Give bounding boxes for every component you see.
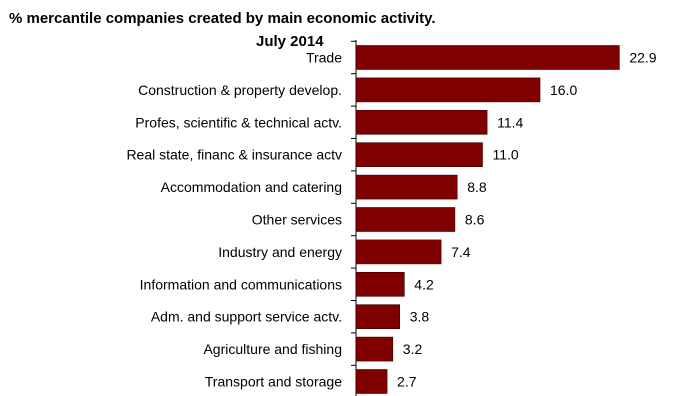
bar [355,336,394,362]
category-label: Agriculture and fishing [203,341,342,357]
bar [355,369,388,394]
value-label: 8.6 [465,212,485,228]
value-label: 3.2 [403,341,423,357]
bar [355,271,405,297]
value-label: 8.8 [467,179,487,195]
value-label: 22.9 [629,50,656,66]
bar [355,45,620,70]
bar [355,110,488,135]
value-label: 2.7 [397,374,417,390]
value-label: 11.4 [497,114,523,130]
value-label: 4.2 [414,276,434,292]
chart-subtitle: July 2014 [256,33,324,50]
category-label: Accommodation and catering [161,179,342,195]
category-label: Transport and storage [205,374,342,390]
bar [355,174,458,200]
value-label: 11.0 [493,147,519,163]
category-label: Real state, financ & insurance actv [126,147,342,163]
category-label: Profes, scientific & technical actv. [135,114,342,130]
chart-title: % mercantile companies created by main e… [9,10,436,27]
bar [355,142,483,167]
value-label: 7.4 [451,244,471,260]
category-label: Other services [252,212,342,228]
bar [355,207,456,232]
bar [355,239,442,265]
category-label: Information and communications [140,276,342,292]
category-label: Adm. and support service actv. [151,309,342,325]
value-label: 16.0 [550,82,577,98]
bar [355,77,541,103]
bar [355,304,401,330]
category-label: Construction & property develop. [138,82,342,98]
bars-group: Trade 22.9 Construction & property develop… [126,40,657,394]
value-label: 3.8 [410,309,430,325]
category-label: Trade [306,50,342,66]
category-label: Industry and energy [218,244,342,260]
